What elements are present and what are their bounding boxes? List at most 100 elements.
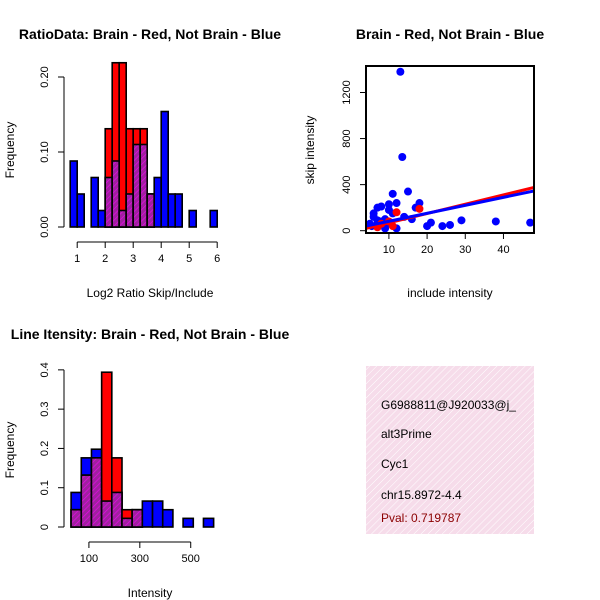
scatter-y-tick-label: 0 [341, 228, 353, 234]
intensity-x-tick-label: 100 [80, 553, 98, 565]
info-location: chr15.8972-4.4 [381, 488, 462, 502]
ratio-bar-overlap [132, 143, 141, 228]
ratio-bar-blue [188, 209, 197, 228]
scatter-point-blue [446, 220, 454, 229]
ratio-histogram-axes: 1 2 3 4 5 6 0.00 0.10 0.20 [39, 66, 220, 265]
scatter-title: Brain - Red, Not Brain - Blue [356, 26, 544, 42]
intensity-bar-overlap [90, 457, 103, 528]
scatter-x-tick-label: 20 [421, 244, 433, 256]
ratio-bar-overlap [104, 176, 113, 228]
ratio-histogram-xlabel: Log2 Ratio Skip/Include [87, 286, 214, 300]
ratio-bar-blue [90, 176, 99, 228]
ratio-histogram-bars [69, 61, 218, 228]
scatter-xlabel: include intensity [407, 286, 492, 300]
intensity-x-tick-label: 300 [131, 553, 149, 565]
scatter-fit-line-blue [366, 189, 534, 228]
ratio-bar-blue [174, 193, 183, 228]
scatter-point-blue [396, 67, 405, 76]
ratio-bar-blue [76, 193, 85, 228]
intensity-histogram-ylabel: Frequency [3, 422, 17, 479]
scatter-point-blue [384, 205, 393, 214]
ratio-bar-overlap [118, 209, 127, 228]
intensity-bar-blue [151, 500, 164, 528]
ratio-bar-blue [160, 110, 169, 228]
scatter-point-blue [388, 189, 397, 198]
intensity-histogram-xlabel: Intensity [128, 586, 173, 600]
scatter-point-blue [491, 217, 500, 226]
scatter-point-blue [369, 209, 378, 218]
scatter-point-blue [438, 222, 447, 231]
scatter-panel: Brain - Red, Not Brain - Blue include in… [303, 26, 544, 300]
ratio-bar-overlap [139, 143, 148, 228]
intensity-histogram-panel: Line Itensity: Brain - Red, Not Brain - … [3, 326, 289, 600]
intensity-bar-overlap [80, 474, 93, 528]
intensity-bar-blue [161, 508, 174, 528]
scatter-point-blue [415, 199, 424, 208]
scatter-frame [365, 65, 535, 234]
ratio-bar-red [118, 61, 127, 228]
info-box [366, 366, 534, 534]
scatter-y-tick-label: 1200 [341, 80, 353, 104]
ratio-bar-overlap [146, 193, 155, 228]
ratio-histogram-panel: RatioData: Brain - Red, Not Brain - Blue… [3, 26, 281, 300]
intensity-y-tick-label: 0.4 [39, 362, 51, 377]
intensity-x-tick-label: 500 [182, 553, 200, 565]
intensity-bar-blue [141, 500, 154, 528]
ratio-bar-overlap [125, 193, 134, 228]
intensity-y-tick-label: 0.2 [39, 441, 51, 456]
scatter-point-red [415, 204, 424, 213]
info-gene: Cyc1 [381, 457, 409, 471]
intensity-bar-overlap [131, 508, 144, 528]
ratio-x-tick-label: 5 [186, 253, 192, 265]
scatter-x-tick-label: 30 [459, 244, 471, 256]
intensity-y-tick-label: 0 [39, 524, 51, 530]
ratio-x-tick-label: 3 [130, 253, 136, 265]
ratio-x-tick-label: 4 [158, 253, 164, 265]
scatter-plot-area [366, 67, 534, 233]
scatter-point-blue [526, 218, 534, 227]
scatter-point-blue [384, 200, 393, 209]
info-event-type: alt3Prime [381, 427, 432, 441]
scatter-y-tick-label: 800 [341, 129, 353, 147]
ratio-bar-blue [153, 176, 162, 228]
ratio-y-tick-label: 0.20 [39, 66, 51, 87]
info-panel: G6988811@J920033@j_ alt3Prime Cyc1 chr15… [366, 366, 534, 534]
ratio-bar-blue [69, 160, 78, 228]
intensity-y-tick-label: 0.1 [39, 480, 51, 495]
scatter-point-blue [398, 152, 407, 161]
scatter-point-blue [426, 218, 435, 227]
intensity-bar-blue [182, 517, 195, 528]
intensity-bar-overlap [111, 491, 123, 528]
intensity-bar-overlap [121, 517, 133, 528]
intensity-histogram-axes: 100 300 500 0 0.1 0.2 0.3 0.4 [39, 362, 200, 565]
scatter-ylabel: skip intensity [303, 116, 317, 185]
intensity-histogram-bars [70, 371, 215, 528]
intensity-bar-blue [202, 517, 215, 528]
ratio-bar-blue [97, 209, 106, 228]
ratio-x-tick-label: 1 [74, 253, 80, 265]
ratio-y-tick-label: 0.00 [39, 216, 51, 237]
ratio-bar-blue [209, 209, 218, 228]
intensity-y-tick-label: 0.3 [39, 401, 51, 416]
ratio-x-tick-label: 6 [214, 253, 220, 265]
ratio-bar-overlap [111, 160, 120, 228]
scatter-point-blue [392, 199, 401, 208]
scatter-point-blue [457, 216, 466, 225]
scatter-point-blue [377, 202, 386, 211]
scatter-x-tick-label: 10 [383, 244, 395, 256]
info-id: G6988811@J920033@j_ [381, 398, 516, 412]
scatter-point-red [388, 222, 397, 231]
ratio-y-tick-label: 0.10 [39, 141, 51, 162]
intensity-bar-overlap [100, 500, 113, 528]
intensity-histogram-title: Line Itensity: Brain - Red, Not Brain - … [11, 326, 290, 342]
intensity-bar-overlap [70, 508, 83, 528]
ratio-x-tick-label: 2 [102, 253, 108, 265]
info-pval: Pval: 0.719787 [381, 511, 461, 525]
scatter-y-tick-label: 400 [341, 175, 353, 193]
scatter-point-blue [404, 187, 412, 196]
ratio-bar-blue [167, 193, 176, 228]
ratio-histogram-title: RatioData: Brain - Red, Not Brain - Blue [19, 26, 281, 42]
scatter-point-red [392, 208, 401, 217]
